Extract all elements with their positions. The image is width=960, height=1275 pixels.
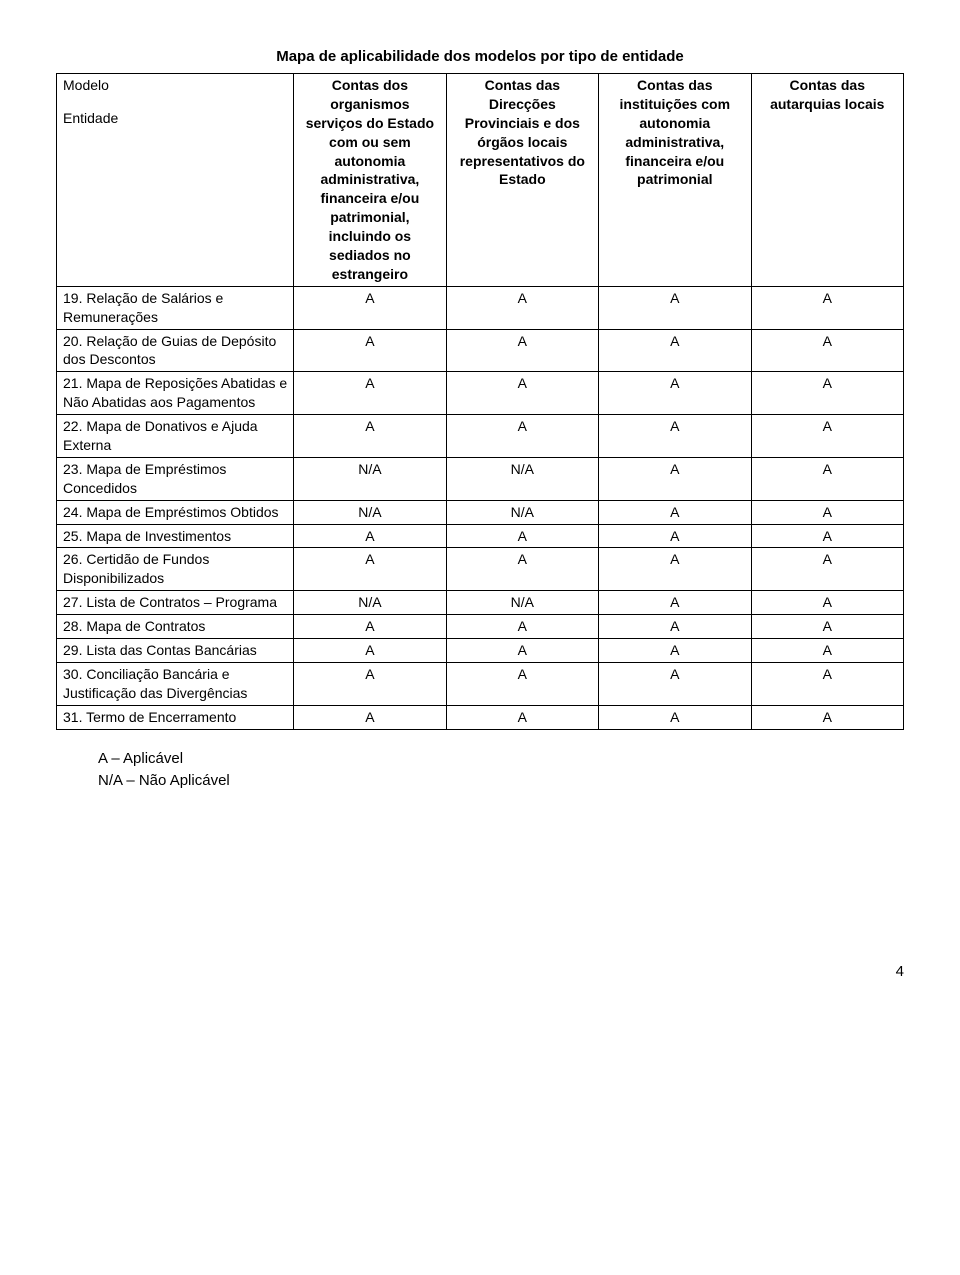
row-value: N/A bbox=[294, 457, 446, 500]
table-row: 30. Conciliação Bancária e Justificação … bbox=[57, 662, 904, 705]
table-row: 25. Mapa de InvestimentosAAAA bbox=[57, 524, 904, 548]
row-value: A bbox=[751, 500, 903, 524]
legend: A – Aplicável N/A – Não Aplicável bbox=[98, 748, 904, 793]
row-value: N/A bbox=[294, 591, 446, 615]
row-value: A bbox=[751, 591, 903, 615]
table-row: 20. Relação de Guias de Depósito dos Des… bbox=[57, 329, 904, 372]
row-value: A bbox=[294, 372, 446, 415]
table-header-row: Modelo Entidade Contas dos organismos se… bbox=[57, 74, 904, 287]
row-value: A bbox=[751, 286, 903, 329]
legend-na: N/A – Não Aplicável bbox=[98, 770, 904, 793]
row-label: 24. Mapa de Empréstimos Obtidos bbox=[57, 500, 294, 524]
row-value: A bbox=[599, 705, 751, 729]
row-label: 31. Termo de Encerramento bbox=[57, 705, 294, 729]
row-value: A bbox=[599, 524, 751, 548]
row-value: A bbox=[751, 705, 903, 729]
header-label-cell: Modelo Entidade bbox=[57, 74, 294, 287]
table-row: 29. Lista das Contas BancáriasAAAA bbox=[57, 639, 904, 663]
table-row: 23. Mapa de Empréstimos ConcedidosN/AN/A… bbox=[57, 457, 904, 500]
row-value: A bbox=[446, 286, 598, 329]
row-value: A bbox=[446, 329, 598, 372]
table-row: 26. Certidão de Fundos DisponibilizadosA… bbox=[57, 548, 904, 591]
row-value: A bbox=[751, 457, 903, 500]
row-value: A bbox=[599, 548, 751, 591]
row-label: 22. Mapa de Donativos e Ajuda Externa bbox=[57, 415, 294, 458]
row-value: N/A bbox=[446, 457, 598, 500]
header-col-0: Contas dos organismos serviços do Estado… bbox=[294, 74, 446, 287]
row-label: 30. Conciliação Bancária e Justificação … bbox=[57, 662, 294, 705]
row-label: 26. Certidão de Fundos Disponibilizados bbox=[57, 548, 294, 591]
row-value: A bbox=[294, 639, 446, 663]
row-value: A bbox=[599, 372, 751, 415]
page-number: 4 bbox=[56, 963, 904, 980]
row-value: A bbox=[446, 372, 598, 415]
row-value: A bbox=[599, 286, 751, 329]
row-value: N/A bbox=[446, 591, 598, 615]
row-value: A bbox=[751, 548, 903, 591]
legend-a: A – Aplicável bbox=[98, 748, 904, 771]
row-value: A bbox=[599, 615, 751, 639]
row-value: A bbox=[751, 372, 903, 415]
row-value: A bbox=[446, 548, 598, 591]
row-value: A bbox=[446, 662, 598, 705]
row-value: A bbox=[751, 524, 903, 548]
row-value: A bbox=[294, 615, 446, 639]
row-value: A bbox=[446, 615, 598, 639]
header-entity-label: Entidade bbox=[63, 109, 287, 128]
row-value: A bbox=[446, 524, 598, 548]
row-label: 19. Relação de Salários e Remunerações bbox=[57, 286, 294, 329]
row-value: A bbox=[294, 705, 446, 729]
row-value: A bbox=[599, 591, 751, 615]
row-label: 25. Mapa de Investimentos bbox=[57, 524, 294, 548]
row-value: N/A bbox=[446, 500, 598, 524]
row-value: A bbox=[599, 639, 751, 663]
row-value: A bbox=[294, 286, 446, 329]
row-value: A bbox=[294, 548, 446, 591]
row-label: 21. Mapa de Reposições Abatidas e Não Ab… bbox=[57, 372, 294, 415]
header-col-2: Contas das instituições com autonomia ad… bbox=[599, 74, 751, 287]
row-value: A bbox=[599, 329, 751, 372]
row-value: N/A bbox=[294, 500, 446, 524]
row-label: 28. Mapa de Contratos bbox=[57, 615, 294, 639]
row-value: A bbox=[751, 329, 903, 372]
row-value: A bbox=[446, 639, 598, 663]
table-row: 31. Termo de EncerramentoAAAA bbox=[57, 705, 904, 729]
table-row: 28. Mapa de ContratosAAAA bbox=[57, 615, 904, 639]
row-value: A bbox=[294, 415, 446, 458]
row-label: 23. Mapa de Empréstimos Concedidos bbox=[57, 457, 294, 500]
row-value: A bbox=[751, 415, 903, 458]
row-value: A bbox=[599, 415, 751, 458]
row-value: A bbox=[446, 705, 598, 729]
row-label: 20. Relação de Guias de Depósito dos Des… bbox=[57, 329, 294, 372]
table-row: 21. Mapa de Reposições Abatidas e Não Ab… bbox=[57, 372, 904, 415]
row-label: 29. Lista das Contas Bancárias bbox=[57, 639, 294, 663]
table-row: 22. Mapa de Donativos e Ajuda ExternaAAA… bbox=[57, 415, 904, 458]
row-value: A bbox=[599, 500, 751, 524]
row-label: 27. Lista de Contratos – Programa bbox=[57, 591, 294, 615]
header-col-3: Contas das autarquias locais bbox=[751, 74, 903, 287]
header-col-1: Contas das Direcções Provinciais e dos ó… bbox=[446, 74, 598, 287]
row-value: A bbox=[294, 524, 446, 548]
row-value: A bbox=[294, 662, 446, 705]
applicability-table: Modelo Entidade Contas dos organismos se… bbox=[56, 73, 904, 730]
row-value: A bbox=[599, 457, 751, 500]
row-value: A bbox=[751, 662, 903, 705]
table-row: 24. Mapa de Empréstimos ObtidosN/AN/AAA bbox=[57, 500, 904, 524]
row-value: A bbox=[599, 662, 751, 705]
table-row: 27. Lista de Contratos – ProgramaN/AN/AA… bbox=[57, 591, 904, 615]
row-value: A bbox=[751, 639, 903, 663]
row-value: A bbox=[446, 415, 598, 458]
row-value: A bbox=[751, 615, 903, 639]
row-value: A bbox=[294, 329, 446, 372]
table-body: 19. Relação de Salários e RemuneraçõesAA… bbox=[57, 286, 904, 729]
table-row: 19. Relação de Salários e RemuneraçõesAA… bbox=[57, 286, 904, 329]
page-title: Mapa de aplicabilidade dos modelos por t… bbox=[56, 48, 904, 65]
header-model-label: Modelo bbox=[63, 76, 287, 95]
